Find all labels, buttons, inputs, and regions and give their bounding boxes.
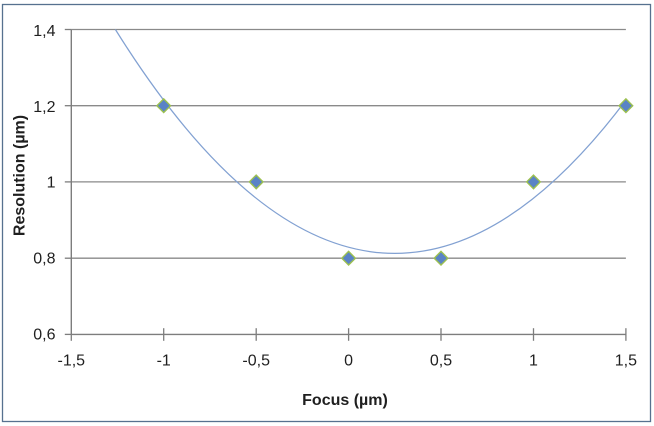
svg-text:1: 1 — [47, 175, 56, 192]
svg-text:1,5: 1,5 — [615, 353, 637, 370]
svg-text:-1,5: -1,5 — [58, 353, 86, 370]
svg-text:Focus (µm): Focus (µm) — [302, 392, 388, 409]
svg-text:0: 0 — [344, 353, 353, 370]
svg-text:-0,5: -0,5 — [242, 353, 270, 370]
svg-text:0,6: 0,6 — [33, 327, 55, 344]
svg-text:1,2: 1,2 — [33, 99, 55, 116]
svg-text:0,8: 0,8 — [33, 251, 55, 268]
svg-text:0,5: 0,5 — [430, 353, 452, 370]
svg-text:1: 1 — [529, 353, 538, 370]
svg-text:Resolution (µm): Resolution (µm) — [12, 115, 29, 236]
svg-text:1,4: 1,4 — [33, 23, 55, 40]
svg-text:-1: -1 — [157, 353, 171, 370]
